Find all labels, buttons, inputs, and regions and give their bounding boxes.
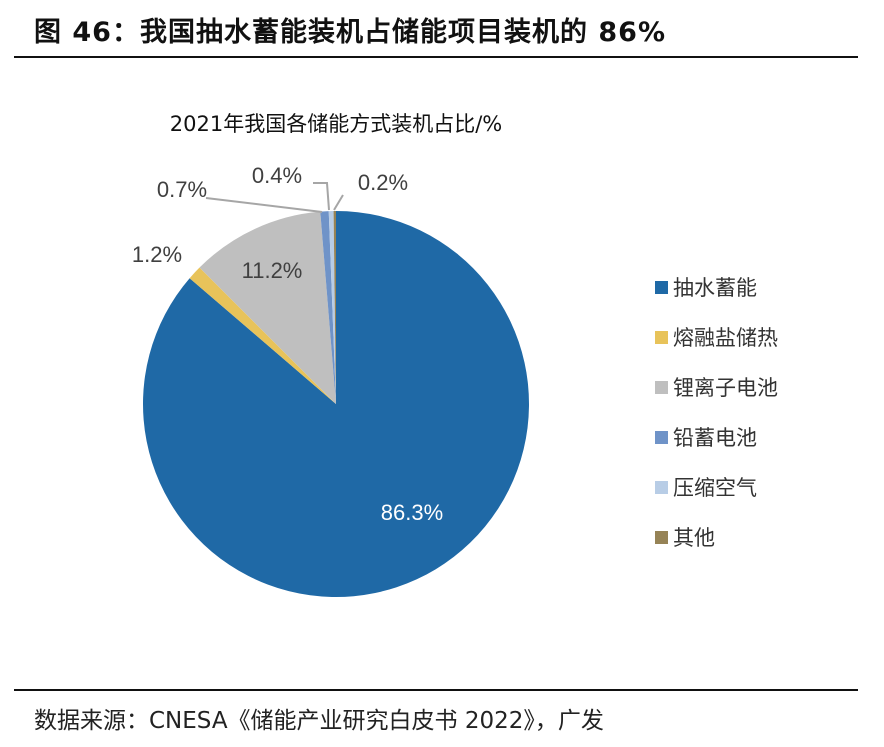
- data-label-0: 86.3%: [381, 500, 443, 525]
- bottom-rule: [14, 689, 858, 691]
- legend-item: 压缩空气: [655, 462, 778, 512]
- chart-title: 2021年我国各储能方式装机占比/%: [169, 112, 503, 136]
- legend-swatch: [655, 480, 668, 494]
- figure-title: 图 46：我国抽水蓄能装机占储能项目装机的 86%: [34, 17, 666, 48]
- source-note: 数据来源：CNESA《储能产业研究白皮书 2022》，广发: [34, 708, 604, 734]
- data-label-1: 1.2%: [132, 242, 182, 267]
- pie-slice-5: [333, 211, 336, 404]
- legend-item: 锂离子电池: [655, 362, 778, 412]
- legend-swatch: [655, 530, 668, 544]
- legend-item: 铅蓄电池: [655, 412, 778, 462]
- legend-label: 熔融盐储热: [673, 326, 778, 350]
- legend: 抽水蓄能熔融盐储热锂离子电池铅蓄电池压缩空气其他: [655, 262, 778, 562]
- data-label-4: 0.4%: [252, 163, 302, 188]
- legend-item: 其他: [655, 512, 778, 562]
- leader-line-3: [205, 197, 323, 213]
- leader-line-4: [313, 182, 330, 211]
- pie-slice-3: [320, 211, 336, 404]
- legend-label: 铅蓄电池: [673, 426, 757, 450]
- legend-swatch: [655, 280, 668, 294]
- pie-slice-1: [189, 267, 336, 404]
- top-rule: [14, 56, 858, 58]
- legend-label: 其他: [673, 526, 715, 550]
- legend-label: 压缩空气: [673, 476, 757, 500]
- legend-swatch: [655, 380, 668, 394]
- pie-slice-4: [328, 211, 336, 404]
- legend-item: 熔融盐储热: [655, 312, 778, 362]
- legend-item: 抽水蓄能: [655, 262, 778, 312]
- data-label-2: 11.2%: [242, 258, 303, 283]
- data-label-5: 0.2%: [358, 170, 408, 195]
- data-label-3: 0.7%: [157, 177, 207, 202]
- legend-swatch: [655, 430, 668, 444]
- legend-label: 锂离子电池: [673, 376, 778, 400]
- legend-swatch: [655, 330, 668, 344]
- leader-line-5: [333, 194, 344, 211]
- legend-label: 抽水蓄能: [673, 276, 757, 300]
- pie-slice-2: [199, 211, 336, 404]
